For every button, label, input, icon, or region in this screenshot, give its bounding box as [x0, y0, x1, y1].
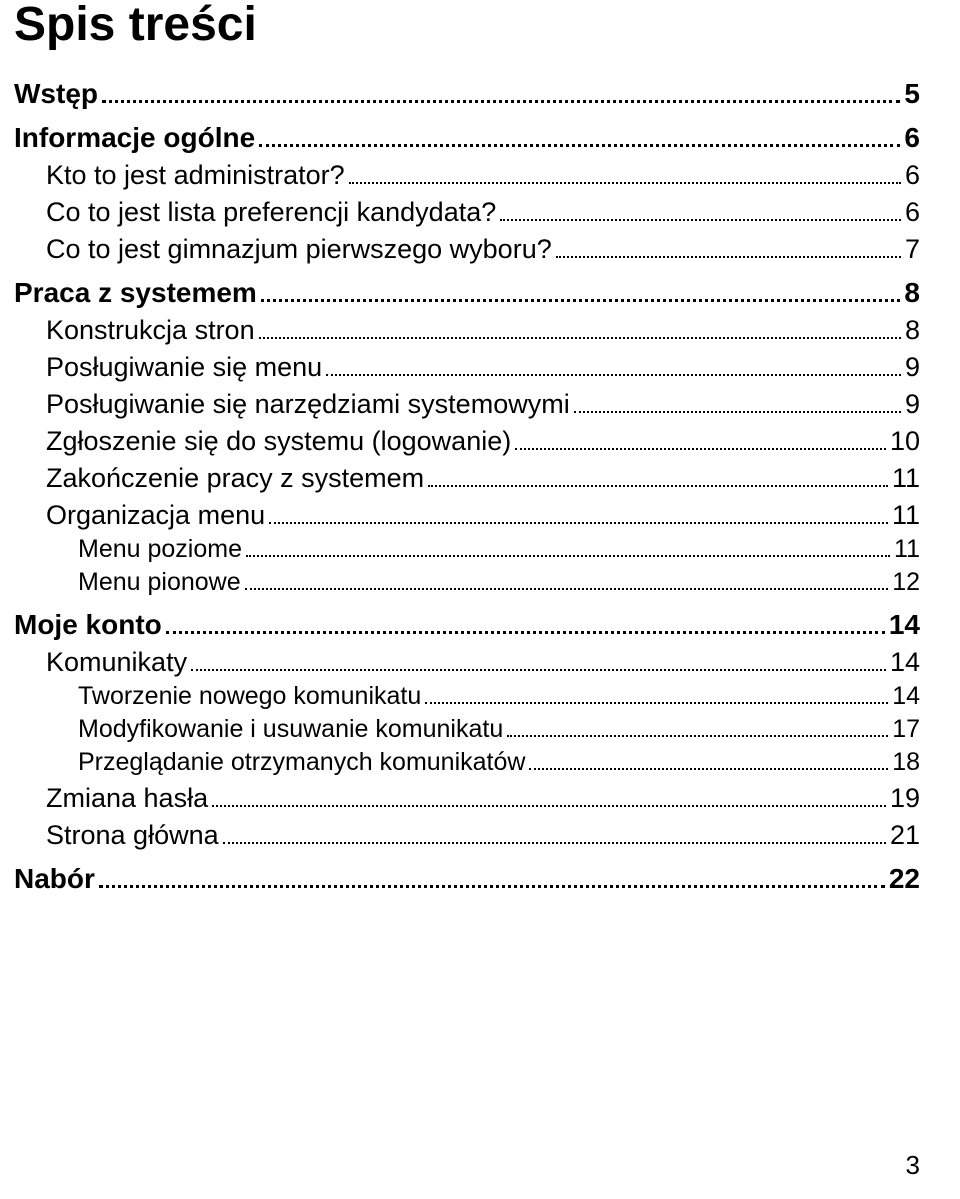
- toc-entry: Przeglądanie otrzymanych komunikatów 18: [78, 748, 920, 777]
- toc-leader-dots: [245, 573, 889, 590]
- toc-entry-page: 9: [905, 352, 920, 383]
- toc-leader-dots: [529, 753, 888, 770]
- toc-entry-page: 11: [892, 500, 920, 531]
- toc-entry-page: 19: [890, 783, 920, 814]
- toc-entry-page: 5: [904, 78, 920, 110]
- toc-leader-dots: [500, 203, 901, 221]
- toc-entry-page: 11: [892, 463, 920, 494]
- toc-entry-page: 14: [890, 647, 920, 678]
- toc-entry-page: 8: [904, 277, 920, 309]
- toc-entry: Zakończenie pracy z systemem 11: [46, 463, 920, 494]
- toc-entry-page: 11: [894, 535, 920, 564]
- toc-leader-dots: [326, 358, 901, 376]
- toc-entry-page: 9: [905, 389, 920, 420]
- toc-leader-dots: [425, 687, 888, 704]
- toc-leader-dots: [191, 653, 886, 671]
- toc-entry-label: Informacje ogólne: [14, 122, 255, 154]
- toc-list: Wstęp5Informacje ogólne6Kto to jest admi…: [14, 78, 920, 895]
- toc-entry-label: Posługiwanie się narzędziami systemowymi: [46, 389, 570, 420]
- toc-entry: Posługiwanie się menu 9: [46, 352, 920, 383]
- toc-entry: Wstęp 5: [14, 78, 920, 110]
- toc-entry: Moje konto 14: [14, 609, 920, 641]
- toc-entry-page: 21: [890, 820, 920, 851]
- toc-entry-label: Konstrukcja stron: [46, 315, 255, 346]
- toc-entry-label: Tworzenie nowego komunikatu: [78, 682, 421, 711]
- toc-entry: Menu pionowe 12: [78, 568, 920, 597]
- toc-entry: Organizacja menu 11: [46, 500, 920, 531]
- page-title: Spis treści: [14, 0, 920, 50]
- toc-entry: Co to jest lista preferencji kandydata? 6: [46, 197, 920, 228]
- toc-leader-dots: [261, 283, 901, 303]
- toc-entry-label: Wstęp: [14, 78, 98, 110]
- toc-entry-label: Komunikaty: [46, 647, 187, 678]
- toc-entry-label: Kto to jest administrator?: [46, 160, 345, 191]
- toc-entry-page: 17: [892, 715, 920, 744]
- toc-entry-label: Zgłoszenie się do systemu (logowanie): [46, 426, 511, 457]
- toc-page: Spis treści Wstęp5Informacje ogólne6Kto …: [0, 0, 960, 1199]
- toc-entry: Co to jest gimnazjum pierwszego wyboru? 7: [46, 234, 920, 265]
- toc-leader-dots: [556, 240, 901, 258]
- toc-entry-page: 18: [892, 748, 920, 777]
- toc-entry: Posługiwanie się narzędziami systemowymi…: [46, 389, 920, 420]
- toc-entry-label: Nabór: [14, 863, 95, 895]
- toc-entry-page: 14: [889, 609, 920, 641]
- toc-entry: Informacje ogólne 6: [14, 122, 920, 154]
- toc-entry-page: 12: [892, 568, 920, 597]
- toc-entry-page: 6: [904, 122, 920, 154]
- toc-entry: Zmiana hasła 19: [46, 783, 920, 814]
- toc-entry-page: 14: [892, 682, 920, 711]
- toc-leader-dots: [99, 869, 885, 889]
- page-number: 3: [906, 1150, 920, 1181]
- toc-entry: Strona główna 21: [46, 820, 920, 851]
- toc-entry-label: Przeglądanie otrzymanych komunikatów: [78, 748, 525, 777]
- toc-leader-dots: [166, 615, 885, 635]
- toc-entry: Kto to jest administrator? 6: [46, 160, 920, 191]
- toc-entry-label: Zakończenie pracy z systemem: [46, 463, 424, 494]
- toc-leader-dots: [515, 432, 886, 450]
- toc-entry-page: 7: [905, 234, 920, 265]
- toc-entry-page: 6: [905, 197, 920, 228]
- toc-entry-label: Zmiana hasła: [46, 783, 208, 814]
- toc-entry-label: Organizacja menu: [46, 500, 265, 531]
- toc-entry: Praca z systemem 8: [14, 277, 920, 309]
- toc-leader-dots: [574, 395, 901, 413]
- toc-leader-dots: [349, 166, 901, 184]
- toc-leader-dots: [507, 720, 888, 737]
- toc-entry-label: Moje konto: [14, 609, 162, 641]
- toc-leader-dots: [259, 321, 901, 339]
- toc-leader-dots: [259, 128, 900, 148]
- toc-entry-label: Strona główna: [46, 820, 219, 851]
- toc-entry-label: Co to jest gimnazjum pierwszego wyboru?: [46, 234, 552, 265]
- toc-entry: Zgłoszenie się do systemu (logowanie) 10: [46, 426, 920, 457]
- toc-entry: Nabór 22: [14, 863, 920, 895]
- toc-entry-label: Modyfikowanie i usuwanie komunikatu: [78, 715, 503, 744]
- toc-leader-dots: [212, 789, 886, 807]
- toc-entry: Komunikaty 14: [46, 647, 920, 678]
- toc-entry: Modyfikowanie i usuwanie komunikatu 17: [78, 715, 920, 744]
- toc-entry: Konstrukcja stron 8: [46, 315, 920, 346]
- toc-entry-label: Menu poziome: [78, 535, 242, 564]
- toc-entry-page: 10: [890, 426, 920, 457]
- toc-entry-page: 8: [905, 315, 920, 346]
- toc-leader-dots: [269, 506, 888, 524]
- toc-entry-page: 6: [905, 160, 920, 191]
- toc-entry-page: 22: [889, 863, 920, 895]
- toc-entry-label: Praca z systemem: [14, 277, 257, 309]
- toc-entry-label: Menu pionowe: [78, 568, 241, 597]
- toc-entry: Menu poziome 11: [78, 535, 920, 564]
- toc-leader-dots: [223, 826, 886, 844]
- toc-leader-dots: [428, 469, 888, 487]
- toc-entry-label: Co to jest lista preferencji kandydata?: [46, 197, 496, 228]
- toc-leader-dots: [102, 84, 900, 104]
- toc-leader-dots: [246, 540, 890, 557]
- toc-entry: Tworzenie nowego komunikatu 14: [78, 682, 920, 711]
- toc-entry-label: Posługiwanie się menu: [46, 352, 322, 383]
